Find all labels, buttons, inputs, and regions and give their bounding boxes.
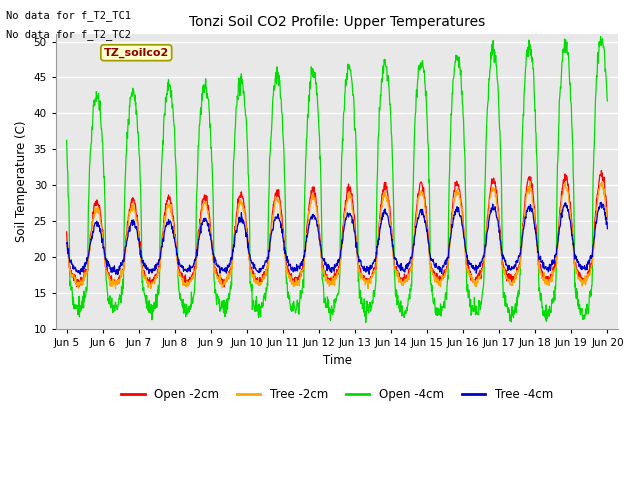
Legend: Open -2cm, Tree -2cm, Open -4cm, Tree -4cm: Open -2cm, Tree -2cm, Open -4cm, Tree -4… [116,383,557,406]
Text: TZ_soilco2: TZ_soilco2 [104,48,169,58]
Y-axis label: Soil Temperature (C): Soil Temperature (C) [15,121,28,242]
X-axis label: Time: Time [323,354,351,367]
Title: Tonzi Soil CO2 Profile: Upper Temperatures: Tonzi Soil CO2 Profile: Upper Temperatur… [189,15,485,29]
Text: No data for f_T2_TC1: No data for f_T2_TC1 [6,10,131,21]
Text: No data for f_T2_TC2: No data for f_T2_TC2 [6,29,131,40]
